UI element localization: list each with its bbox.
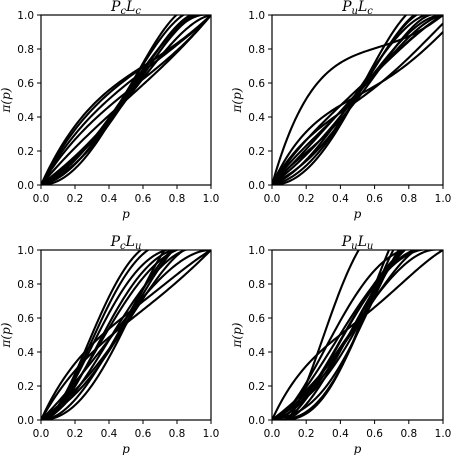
y-tick-label: 0.8 (248, 44, 265, 56)
x-tick-label: 0.4 (332, 193, 349, 205)
x-tick-label: 0.0 (33, 428, 50, 440)
series-line-9 (272, 250, 443, 420)
series-line-13 (41, 250, 211, 420)
plot-frame (40, 14, 212, 186)
y-tick-label: 0.8 (248, 279, 265, 291)
x-tick-label: 1.0 (435, 193, 452, 205)
x-tick-label: 1.0 (435, 428, 452, 440)
x-tick-label: 0.6 (366, 193, 383, 205)
series-line-1 (41, 250, 211, 420)
chart-title: PcLc (110, 0, 141, 17)
x-tick-label: 0.0 (264, 428, 281, 440)
series-line-11 (41, 250, 211, 420)
x-tick-label: 1.0 (203, 428, 220, 440)
x-axis-label: p (122, 207, 130, 221)
y-tick-label: 1.0 (17, 245, 34, 257)
x-tick-label: 0.6 (135, 193, 152, 205)
x-tick-label: 0.0 (264, 193, 281, 205)
x-axis-label: p (354, 207, 362, 221)
series-group (41, 15, 211, 185)
y-axis-label: π(p) (0, 322, 13, 348)
y-axis-label: π(p) (230, 322, 244, 348)
series-line-5 (41, 250, 211, 420)
y-tick-label: 0.0 (248, 415, 265, 427)
series-line-12 (41, 15, 211, 185)
series-line-3 (272, 250, 443, 420)
x-tick-label: 0.8 (169, 428, 186, 440)
chart-title: PcLu (110, 234, 142, 252)
series-line-11 (272, 15, 443, 185)
chart-title: PuLu (341, 234, 374, 252)
series-line-3 (41, 15, 211, 185)
y-tick-label: 0.4 (248, 347, 265, 359)
series-line-10 (272, 15, 443, 185)
series-line-14 (272, 250, 443, 420)
y-tick-label: 0.0 (17, 180, 34, 192)
series-group (41, 250, 211, 420)
chart-title: PuLc (341, 0, 373, 17)
series-line-13 (272, 250, 443, 420)
y-tick-label: 0.4 (17, 347, 34, 359)
x-tick-label: 0.2 (298, 193, 315, 205)
x-axis-label: p (122, 442, 130, 455)
y-tick-label: 1.0 (248, 10, 265, 22)
x-tick-label: 0.6 (366, 428, 383, 440)
x-axis-label: p (354, 442, 362, 455)
plot-frame (40, 249, 212, 421)
y-tick-label: 0.6 (248, 78, 265, 90)
y-tick-label: 1.0 (248, 245, 265, 257)
y-tick-label: 0.8 (17, 279, 34, 291)
y-tick-label: 1.0 (17, 10, 34, 22)
x-tick-label: 0.2 (298, 428, 315, 440)
series-line-1 (272, 15, 443, 185)
x-tick-label: 0.2 (67, 193, 84, 205)
x-tick-label: 0.4 (332, 428, 349, 440)
x-tick-label: 0.4 (101, 193, 118, 205)
series-line-8 (41, 250, 211, 420)
y-tick-label: 0.4 (17, 112, 34, 124)
y-tick-label: 0.4 (248, 112, 265, 124)
x-tick-label: 0.8 (400, 428, 417, 440)
x-tick-label: 0.4 (101, 428, 118, 440)
y-tick-label: 0.6 (248, 313, 265, 325)
x-tick-label: 1.0 (203, 193, 220, 205)
series-group (272, 15, 443, 185)
plot-frame (271, 249, 444, 421)
y-axis-label: π(p) (230, 87, 244, 113)
series-line-11 (41, 15, 211, 185)
chart-panel-4: 0.0 0.2 0.4 0.6 0.8 1.0 0.0 0.2 0.4 0.6 0.8 1.0 p π(p… (230, 234, 451, 455)
x-tick-label: 0.8 (169, 193, 186, 205)
series-group (272, 250, 443, 420)
y-tick-label: 0.2 (248, 146, 265, 158)
series-line-12 (272, 15, 443, 185)
y-tick-label: 0.6 (17, 78, 34, 90)
y-tick-label: 0.8 (17, 44, 34, 56)
y-tick-label: 0.2 (248, 381, 265, 393)
y-tick-label: 0.2 (17, 146, 34, 158)
chart-panel-1: 0.0 0.2 0.4 0.6 0.8 1.0 0.0 0.2 0.4 0.6 0.8 1.0 p π(p… (0, 0, 219, 221)
y-axis-label: π(p) (0, 87, 13, 113)
chart-panel-3: 0.0 0.2 0.4 0.6 0.8 1.0 0.0 0.2 0.4 0.6 0.8 1.0 p π(p… (0, 234, 219, 455)
plot-frame (271, 14, 444, 186)
x-tick-label: 0.8 (400, 193, 417, 205)
x-tick-label: 0.0 (33, 193, 50, 205)
y-tick-label: 0.2 (17, 381, 34, 393)
y-tick-label: 0.0 (248, 180, 265, 192)
y-tick-label: 0.6 (17, 313, 34, 325)
series-line-12 (272, 250, 443, 420)
chart-panel-2: 0.0 0.2 0.4 0.6 0.8 1.0 0.0 0.2 0.4 0.6 0.8 1.0 p π(p… (230, 0, 451, 221)
x-tick-label: 0.6 (135, 428, 152, 440)
x-tick-label: 0.2 (67, 428, 84, 440)
y-tick-label: 0.0 (17, 415, 34, 427)
